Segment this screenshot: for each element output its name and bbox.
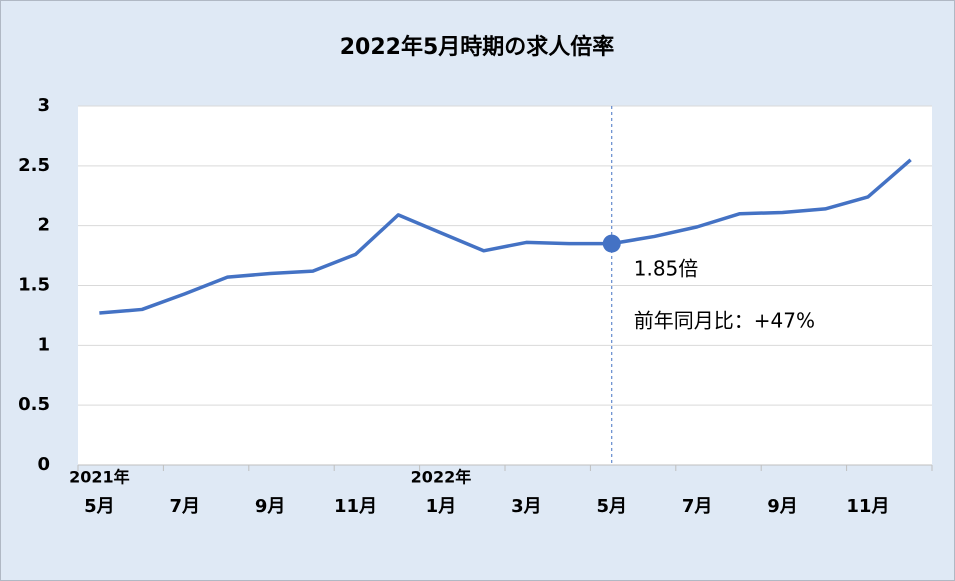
y-tick-label: 1 [37, 334, 50, 355]
x-tick-label: 3月 [511, 496, 542, 517]
x-tick-label: 5月 [84, 496, 115, 517]
y-tick-label: 1.5 [18, 275, 50, 296]
x-tick-label: 5月 [596, 496, 627, 517]
x-tick-label: 7月 [169, 496, 200, 517]
y-tick-label: 2.5 [18, 155, 50, 176]
data-line [99, 158, 912, 315]
x-tick-label: 9月 [767, 496, 798, 517]
highlight-value-label: 1.85倍 [634, 257, 699, 281]
x-year-label: 2022年 [411, 468, 472, 487]
highlight-point [602, 234, 621, 253]
y-tick-label: 2 [37, 215, 50, 236]
y-tick-label: 3 [37, 95, 50, 116]
highlight-note: 前年同月比：+47% [634, 309, 815, 333]
x-year-label: 2021年 [69, 468, 130, 487]
chart-title: 2022年5月時期の求人倍率 [340, 34, 615, 60]
x-tick-label: 9月 [255, 496, 286, 517]
y-tick-label: 0.5 [18, 394, 50, 415]
x-tick-label: 1月 [426, 496, 457, 517]
x-tick-label: 11月 [846, 496, 889, 517]
x-tick-label: 7月 [682, 496, 713, 517]
x-tick-label: 11月 [334, 496, 377, 517]
y-tick-label: 0 [37, 454, 50, 475]
